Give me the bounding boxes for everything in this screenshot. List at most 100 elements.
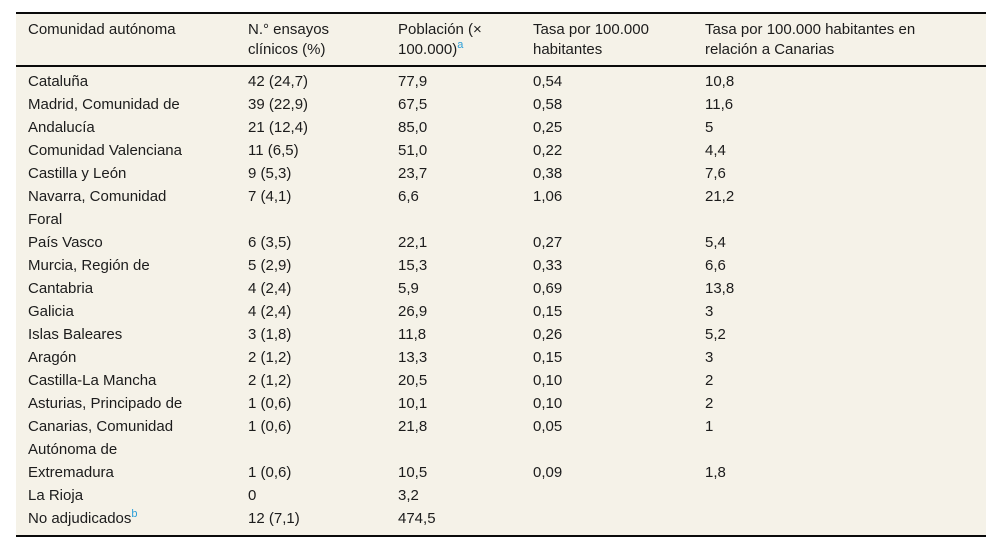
trials-cell: 2 (1,2) <box>248 372 292 389</box>
community-cell: Cantabria <box>16 277 248 300</box>
relative-rate-cell <box>705 484 986 507</box>
relative-rate-cell: 3 <box>705 349 714 366</box>
table-row: Cantabria 4 (2,4) 5,9 0,69 13,8 <box>16 277 986 300</box>
population-cell: 6,6 <box>398 188 419 205</box>
relative-rate-cell: 4,4 <box>705 142 726 159</box>
rate-cell: 0,10 <box>533 372 563 389</box>
table-row: Comunidad Valenciana 11 (6,5) 51,0 0,22 … <box>16 139 986 162</box>
trials-cell: 7 (4,1) <box>248 188 292 205</box>
relative-rate-cell: 1 <box>705 418 714 435</box>
community-name: No adjudicados <box>28 510 132 527</box>
rate-cell: 0,33 <box>533 257 563 274</box>
col-header-tasa-relativa: Tasa por 100.000 habitantes en relación … <box>705 14 986 67</box>
community-cell: Asturias, Principado de <box>16 392 248 415</box>
trials-cell: 5 (2,9) <box>248 257 292 274</box>
community-name: Castilla y León <box>28 165 127 182</box>
header-row: Comunidad autónoma N.° ensayos clínicos … <box>16 14 986 67</box>
rate-cell: 0,54 <box>533 73 563 90</box>
relative-rate-cell: 5,2 <box>705 326 726 343</box>
rate-cell: 0,22 <box>533 142 563 159</box>
rate-cell <box>533 507 705 535</box>
population-cell: 3,2 <box>398 487 419 504</box>
table-row: La Rioja 0 3,2 <box>16 484 986 507</box>
col-header-ensayos: N.° ensayos clínicos (%) <box>248 14 398 67</box>
table-row: Navarra, Comunidad Foral 7 (4,1) 6,6 1,0… <box>16 185 986 231</box>
community-cell: Canarias, Comunidad Autónoma de <box>16 415 248 461</box>
community-name: Navarra, Comunidad Foral <box>28 188 167 228</box>
population-cell: 67,5 <box>398 96 428 113</box>
rate-cell: 1,06 <box>533 188 563 205</box>
relative-rate-cell: 5 <box>705 119 714 136</box>
rate-cell: 0,09 <box>533 464 563 481</box>
col-header-tasa: Tasa por 100.000 habitantes <box>533 14 705 67</box>
population-cell: 23,7 <box>398 165 428 182</box>
trials-cell: 1 (0,6) <box>248 418 292 435</box>
trials-cell: 3 (1,8) <box>248 326 292 343</box>
population-cell: 15,3 <box>398 257 428 274</box>
trials-cell: 6 (3,5) <box>248 234 292 251</box>
relative-rate-cell: 3 <box>705 303 714 320</box>
population-cell: 22,1 <box>398 234 428 251</box>
relative-rate-cell: 5,4 <box>705 234 726 251</box>
table-row: País Vasco 6 (3,5) 22,1 0,27 5,4 <box>16 231 986 254</box>
col-header-comunidad: Comunidad autónoma <box>16 14 248 67</box>
community-cell: Murcia, Región de <box>16 254 248 277</box>
rate-cell: 0,38 <box>533 165 563 182</box>
community-cell: Galicia <box>16 300 248 323</box>
table-row: Galicia 4 (2,4) 26,9 0,15 3 <box>16 300 986 323</box>
col-header-poblacion: Población (× 100.000)a <box>398 14 533 67</box>
table-row: Castilla y León 9 (5,3) 23,7 0,38 7,6 <box>16 162 986 185</box>
community-cell: País Vasco <box>16 231 248 254</box>
trials-cell: 4 (2,4) <box>248 280 292 297</box>
rate-cell: 0,69 <box>533 280 563 297</box>
community-name: Castilla-La Mancha <box>28 372 157 389</box>
community-cell: Aragón <box>16 346 248 369</box>
trials-cell: 11 (6,5) <box>248 142 299 159</box>
population-cell: 51,0 <box>398 142 428 159</box>
community-cell: No adjudicadosb <box>16 507 248 535</box>
relative-rate-cell: 13,8 <box>705 280 735 297</box>
community-cell: Castilla y León <box>16 162 248 185</box>
community-name: País Vasco <box>28 234 103 251</box>
rate-cell: 0,26 <box>533 326 563 343</box>
trials-cell: 0 <box>248 487 257 504</box>
community-name: Madrid, Comunidad de <box>28 96 180 113</box>
relative-rate-cell: 11,6 <box>705 96 734 113</box>
table-row: No adjudicadosb 12 (7,1) 474,5 <box>16 507 986 535</box>
population-cell: 13,3 <box>398 349 428 366</box>
header-text: Comunidad autónoma <box>28 21 176 38</box>
footnote-marker-b[interactable]: b <box>131 508 138 520</box>
data-table: Comunidad autónoma N.° ensayos clínicos … <box>16 14 986 535</box>
trials-cell: 1 (0,6) <box>248 464 292 481</box>
table-row: Asturias, Principado de 1 (0,6) 10,1 0,1… <box>16 392 986 415</box>
header-text: Población (× <box>398 21 482 38</box>
rate-cell <box>533 484 705 507</box>
community-cell: La Rioja <box>16 484 248 507</box>
trials-cell: 1 (0,6) <box>248 395 292 412</box>
table-row: Canarias, Comunidad Autónoma de 1 (0,6) … <box>16 415 986 461</box>
clinical-trials-table: Comunidad autónoma N.° ensayos clínicos … <box>16 12 986 537</box>
footnote-marker-a[interactable]: a <box>457 39 464 51</box>
population-cell: 474,5 <box>398 510 436 527</box>
header-text: Tasa por 100.000 habitantes en <box>705 21 916 38</box>
rate-cell: 0,10 <box>533 395 563 412</box>
community-cell: Cataluña <box>16 66 248 93</box>
header-text: 100.000) <box>398 41 458 58</box>
relative-rate-cell: 7,6 <box>705 165 726 182</box>
community-name: Murcia, Región de <box>28 257 150 274</box>
population-cell: 85,0 <box>398 119 428 136</box>
community-name: Islas Baleares <box>28 326 123 343</box>
table-row: Madrid, Comunidad de 39 (22,9) 67,5 0,58… <box>16 93 986 116</box>
community-name: Asturias, Principado de <box>28 395 183 412</box>
table-row: Extremadura 1 (0,6) 10,5 0,09 1,8 <box>16 461 986 484</box>
community-cell: Extremadura <box>16 461 248 484</box>
community-name: Canarias, Comunidad Autónoma de <box>28 418 174 458</box>
trials-cell: 2 (1,2) <box>248 349 292 366</box>
community-cell: Castilla-La Mancha <box>16 369 248 392</box>
community-cell: Comunidad Valenciana <box>16 139 248 162</box>
relative-rate-cell: 21,2 <box>705 188 735 205</box>
table-body: Cataluña 42 (24,7) 77,9 0,54 10,8 Madrid… <box>16 66 986 535</box>
community-name: Cataluña <box>28 73 89 90</box>
rate-cell: 0,25 <box>533 119 563 136</box>
population-cell: 77,9 <box>398 73 428 90</box>
